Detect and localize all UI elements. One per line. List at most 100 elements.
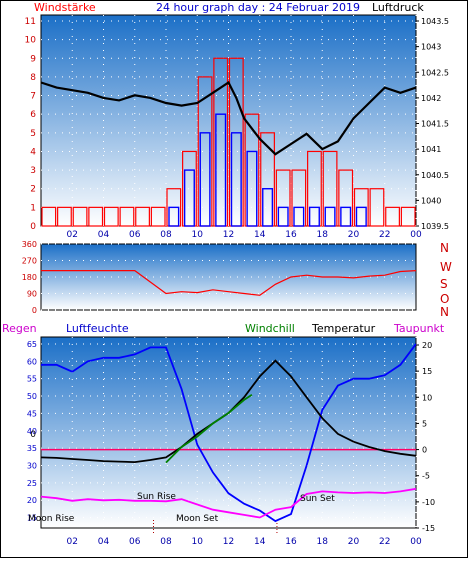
hour-tick-label: 22 [379,230,390,240]
moon-rise-label: Moon Rise [28,514,75,524]
gust-bar [168,206,180,227]
wind-tick-label: 1 [30,203,36,213]
moon-set-label: Moon Set [176,514,219,524]
rain-label: Regen [2,322,37,335]
wind-bar [119,206,135,227]
humidity-tick-label: 35 [27,444,37,453]
temperature-tick-label: 20 [422,341,432,350]
humidity-tick-label: 65 [27,340,37,349]
wind-strength-title: Windstärke [34,1,96,14]
wind-direction-series [41,270,417,296]
pressure-tick-label: 1042.5 [421,68,449,77]
hour-tick-label: 08 [160,230,172,240]
hour-tick-label: 06 [129,230,141,240]
wind-pressure-grid [41,15,417,227]
wind-tick-label: 7 [30,92,36,102]
hour-tick-label: 00 [410,230,422,240]
pressure-tick-label: 1040 [421,196,441,205]
temp-humidity-axes: 1520253035404550556065-15-10-50510152002… [27,340,435,547]
wind-tick-label: 11 [25,17,36,27]
wind-bar [72,206,88,227]
wind-bar [150,206,166,227]
gust-bar [293,206,305,227]
hour-tick-label: 20 [348,230,360,240]
temperature-tick-label: -15 [422,524,435,533]
gust-bar [340,206,352,227]
pressure-line [40,80,417,156]
humidity-tick-label: 25 [27,479,37,488]
gust-bar [199,132,211,227]
wind-direction-plot-area [40,243,417,311]
compass-label-o: O [440,292,449,306]
temperature-tick-label: 0 [422,446,427,455]
humidity-tick-label: 60 [27,357,37,366]
hour-tick-label: 06 [129,537,141,547]
air-pressure-title: Luftdruck [372,1,424,14]
compass-label-s: S [440,277,448,291]
wind-tick-label: 4 [30,147,36,157]
pressure-tick-label: 1041 [421,145,441,154]
gust-bar [230,132,242,227]
hour-tick-label: 04 [98,537,110,547]
wind-tick-label: 6 [30,110,36,120]
wind-tick-label: 0 [30,222,36,232]
pressure-tick-label: 1041.5 [421,120,449,129]
gust-bar [215,113,227,227]
humidity-tick-label: 45 [27,409,37,418]
gust-bar [308,206,320,227]
humidity-tick-label: 20 [27,496,37,505]
humidity-tick-label: 30 [27,461,37,470]
wind-direction-line [41,270,417,296]
gust-bar [246,150,258,227]
temperature-tick-label: -5 [422,472,430,481]
hour-tick-label: 14 [254,230,266,240]
temperature-label: Temperatur [311,322,376,335]
hour-tick-label: 04 [98,230,110,240]
humidity-tick-label: 50 [27,392,37,401]
wind-tick-label: 5 [30,129,36,139]
wind-tick-label: 9 [30,54,36,64]
hour-tick-label: 18 [317,230,329,240]
chart-date-title: 24 hour graph day : 24 Februar 2019 [156,1,360,14]
hour-tick-label: 12 [223,230,234,240]
sun-set-label: Sun Set [300,494,335,504]
temperature-tick-label: 15 [422,367,432,376]
windchill-label: Windchill [245,322,295,335]
temp-humidity-series [40,343,417,523]
direction-tick-label: 180 [22,273,37,282]
hour-tick-label: 02 [67,230,78,240]
temp-humidity-plot-area [40,336,417,529]
compass-label-n-bottom: N [440,305,449,319]
wind-bar [400,206,416,227]
wind-bar [385,206,400,227]
temp-humidity-grid [41,337,417,528]
hour-tick-label: 16 [285,230,297,240]
hour-tick-label: 18 [317,537,329,547]
pressure-tick-label: 1042 [421,94,441,103]
direction-tick-label: 90 [27,290,37,299]
pressure-tick-label: 1040.5 [421,171,449,180]
gust-bar [277,206,289,227]
wind-bar [369,188,385,227]
wind-bar [135,206,150,227]
pressure-tick-label: 1043.5 [421,17,449,26]
wind-bars [41,57,416,227]
gust-bar [355,206,367,227]
wind-bar [41,206,57,227]
pressure-series [40,80,417,156]
humidity-tick-label: 40 [27,427,37,436]
gust-bar [324,206,336,227]
rain-zero-marker: 0 [30,430,36,440]
dewpoint-line [40,487,417,519]
hour-tick-label: 10 [192,230,204,240]
hour-tick-label: 00 [410,537,422,547]
temperature-tick-label: 5 [422,419,427,428]
direction-tick-label: 360 [22,240,37,249]
wind-bar [57,206,72,227]
windchill-line [165,393,253,464]
wind-bar [88,206,104,227]
humidity-label: Luftfeuchte [66,322,129,335]
hour-tick-label: 12 [223,537,234,547]
compass-label-w: W [440,260,452,274]
